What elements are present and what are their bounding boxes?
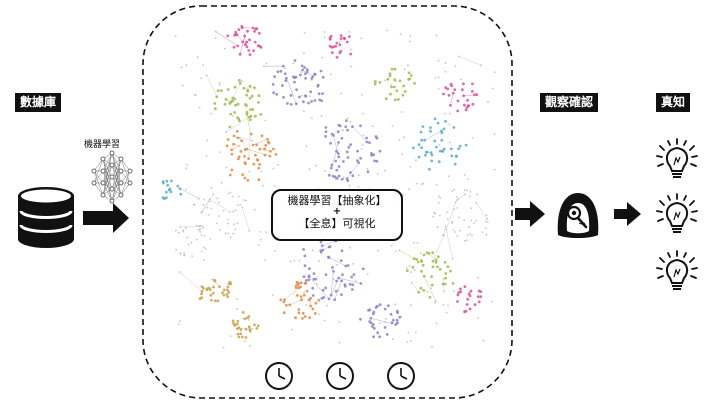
dashed-frame (142, 5, 513, 399)
center-caption-line1: 機器學習【抽象化】 (287, 194, 387, 207)
lightbulb-icon (656, 250, 698, 290)
arrow-right-icon (614, 202, 641, 226)
neural-network-icon (91, 150, 133, 204)
center-caption-box: 機器學習【抽象化】 + 【全息】可視化 (271, 189, 403, 241)
center-caption-plus: + (332, 206, 342, 217)
database-icon (18, 187, 74, 248)
lightbulb-icon (656, 193, 698, 233)
observe-label: 觀察確認 (540, 93, 599, 112)
truth-label: 真知 (656, 93, 691, 112)
clock-icon (387, 362, 415, 390)
arrow-right-icon (515, 201, 545, 227)
clock-icon (265, 362, 293, 390)
arrow-right-icon (83, 203, 129, 233)
network-graph (161, 25, 496, 349)
data-store-label: 數據庫 (15, 93, 62, 112)
clock-icon (326, 362, 354, 390)
lightbulb-icon (656, 138, 698, 178)
center-caption-line2: 【全息】可視化 (298, 217, 376, 230)
magnifier-observer-icon (557, 193, 599, 238)
ml-small-label: 機器學習 (84, 140, 121, 150)
